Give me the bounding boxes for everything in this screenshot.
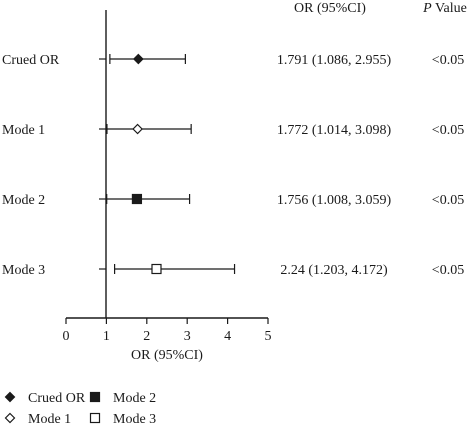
x-tick-label: 1: [103, 329, 110, 344]
legend-marker: [89, 391, 101, 403]
legend-item: Crued OR: [4, 391, 86, 406]
p-value-text: <0.05: [432, 193, 464, 208]
forest-rows: Crued OR 1.791 (1.086, 2.955) <0.05 Mode 1 1…: [2, 53, 464, 278]
p-value-header-italic: P: [422, 1, 432, 16]
p-value-text: <0.05: [432, 263, 464, 278]
x-tick-label: 3: [184, 329, 191, 344]
legend-item: Mode 3: [89, 412, 156, 427]
legend-marker: [4, 391, 16, 403]
legend-label: Mode 3: [113, 412, 156, 427]
legend-label: Mode 2: [113, 391, 156, 406]
legend-label: Mode 1: [28, 412, 71, 427]
or-value-text: 1.756 (1.008, 3.059): [277, 193, 392, 208]
forest-row: Crued OR 1.791 (1.086, 2.955) <0.05: [2, 53, 464, 68]
or-value-text: 2.24 (1.203, 4.172): [280, 263, 388, 278]
forest-row: Mode 2 1.756 (1.008, 3.059) <0.05: [2, 193, 464, 208]
p-value-text: <0.05: [432, 123, 464, 138]
forest-row: Mode 3 2.24 (1.203, 4.172) <0.05: [2, 263, 464, 278]
point-estimate-marker: [132, 123, 143, 135]
point-estimate-marker: [151, 263, 162, 275]
row-label: Mode 3: [2, 263, 45, 278]
p-value-header-rest: Value: [432, 1, 467, 16]
point-estimate-marker: [133, 53, 144, 65]
x-tick-label: 0: [63, 329, 70, 344]
x-axis-label: OR (95%CI): [131, 348, 203, 363]
x-tick-label: 2: [143, 329, 150, 344]
forest-row: Mode 1 1.772 (1.014, 3.098) <0.05: [2, 123, 464, 138]
legend: Crued OR Mode 2 Mode 1 Mode 3: [4, 391, 156, 427]
legend-marker: [4, 412, 16, 424]
x-tick-label: 4: [224, 329, 231, 344]
legend-label: Crued OR: [28, 391, 86, 406]
x-tick-label: 5: [265, 329, 272, 344]
legend-marker: [89, 412, 101, 424]
or-value-text: 1.772 (1.014, 3.098): [277, 123, 392, 138]
legend-item: Mode 2: [89, 391, 156, 406]
p-value-text: <0.05: [432, 53, 464, 68]
or-column-header: OR (95%CI): [294, 1, 366, 16]
row-label: Mode 2: [2, 193, 45, 208]
legend-item: Mode 1: [4, 412, 71, 427]
p-value-column-header: P Value: [422, 1, 467, 16]
x-axis-ticks: 0 1 2 3 4 5: [63, 318, 272, 344]
point-estimate-marker: [131, 193, 143, 205]
x-axis: [66, 10, 268, 319]
row-label: Crued OR: [2, 53, 60, 68]
or-value-text: 1.791 (1.086, 2.955): [277, 53, 392, 68]
row-label: Mode 1: [2, 123, 45, 138]
